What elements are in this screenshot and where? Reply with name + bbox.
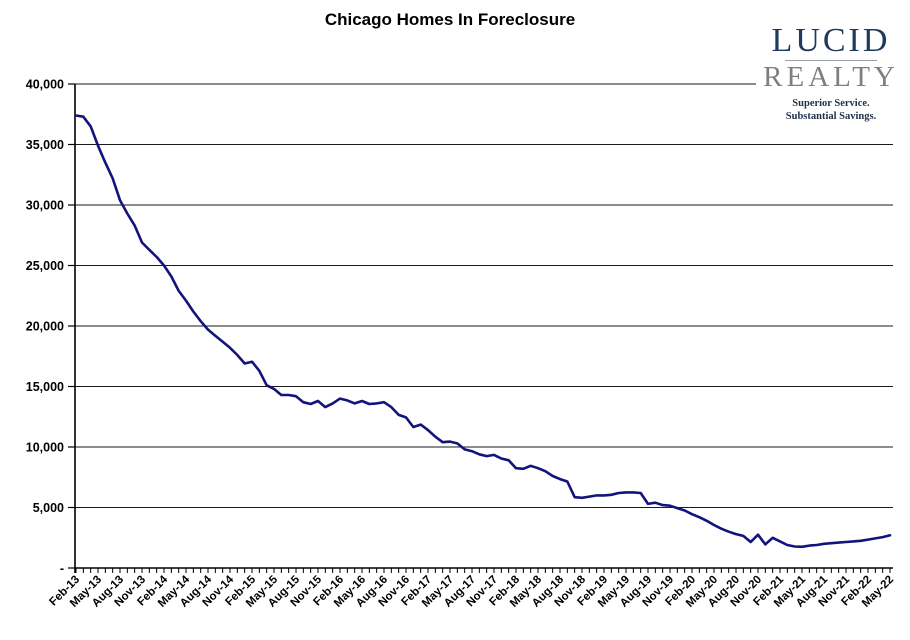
lucid-realty-logo: LUCID REALTY Superior Service. Substanti…	[756, 22, 906, 127]
y-axis-label: 25,000	[26, 259, 64, 273]
chart-title: Chicago Homes In Foreclosure	[324, 10, 576, 29]
y-axis-label: 15,000	[26, 380, 64, 394]
logo-tagline: Superior Service. Substantial Savings.	[756, 98, 906, 123]
logo-wordmark-realty: REALTY	[763, 61, 899, 93]
y-axis-label: 20,000	[26, 320, 64, 334]
logo-tagline-line2: Substantial Savings.	[785, 110, 877, 122]
logo-wordmark-lucid: LUCID	[771, 22, 891, 59]
logo-tagline-line1: Superior Service.	[792, 98, 870, 109]
foreclosure-series-line	[74, 114, 892, 549]
logo-divider-line	[785, 60, 877, 61]
y-axis-label: 10,000	[26, 441, 64, 455]
y-axis-label: -	[60, 562, 64, 576]
y-axis-label: 40,000	[26, 78, 64, 92]
y-axis-label: 35,000	[26, 138, 64, 152]
y-axis-label: 30,000	[26, 199, 64, 213]
y-axis-label: 5,000	[33, 501, 64, 515]
